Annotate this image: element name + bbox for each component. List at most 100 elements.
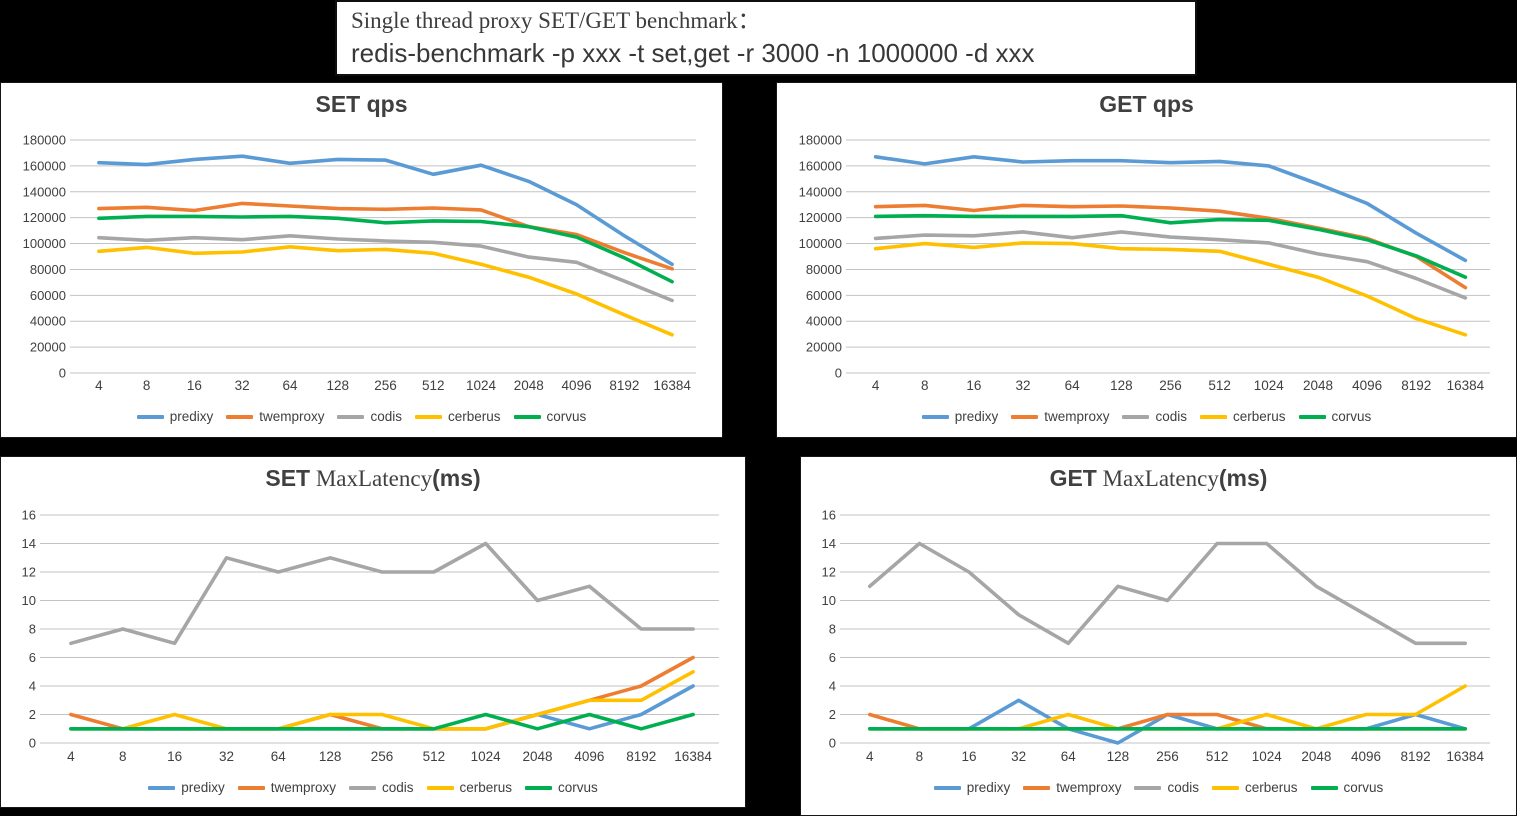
y-axis-tick-label: 2 bbox=[829, 707, 836, 722]
x-axis-tick-label: 8 bbox=[143, 378, 151, 393]
get-maxlatency-legend: predixy twemproxy codis cerberus corvus bbox=[801, 779, 1516, 797]
y-axis-tick-label: 0 bbox=[59, 366, 66, 381]
series-line-corvus bbox=[873, 213, 1468, 279]
series-line-corvus bbox=[69, 712, 695, 731]
y-axis-tick-label: 14 bbox=[822, 536, 836, 551]
y-axis-tick-label: 120000 bbox=[23, 210, 66, 225]
y-axis-tick-label: 60000 bbox=[806, 288, 842, 303]
legend-swatch-predixy bbox=[136, 415, 164, 419]
y-axis-tick-label: 40000 bbox=[806, 314, 842, 329]
legend-label: predixy bbox=[966, 780, 1011, 796]
legend-item-cerberus: cerberus bbox=[415, 410, 501, 424]
legend-swatch-corvus bbox=[1298, 415, 1326, 419]
legend-swatch-twemproxy bbox=[1011, 415, 1039, 419]
series-line-cerberus bbox=[69, 670, 695, 731]
series-line-predixy bbox=[873, 155, 1468, 263]
legend-label: codis bbox=[370, 409, 402, 425]
y-axis-tick-label: 80000 bbox=[806, 262, 842, 277]
legend-swatch-predixy bbox=[933, 786, 961, 790]
legend-item-twemproxy: twemproxy bbox=[237, 781, 336, 795]
legend-item-predixy: predixy bbox=[921, 410, 998, 424]
x-axis-tick-label: 512 bbox=[1208, 378, 1231, 393]
legend-swatch-codis bbox=[348, 786, 376, 790]
y-axis-tick-label: 160000 bbox=[799, 158, 842, 173]
chart-title-text: (ms) bbox=[432, 465, 481, 491]
legend-swatch-cerberus bbox=[1212, 786, 1239, 790]
legend-label: twemproxy bbox=[1056, 780, 1122, 796]
y-axis-tick-label: 2 bbox=[29, 707, 36, 722]
x-axis-tick-label: 16384 bbox=[1447, 378, 1485, 393]
y-axis-tick-label: 100000 bbox=[23, 236, 66, 251]
legend-item-cerberus: cerberus bbox=[1200, 410, 1286, 424]
chart-title-text: MaxLatency bbox=[310, 466, 433, 491]
legend-swatch-codis bbox=[337, 415, 365, 419]
legend-label: codis bbox=[1155, 409, 1187, 425]
y-axis-tick-label: 12 bbox=[822, 565, 836, 580]
y-axis-tick-label: 16 bbox=[822, 508, 836, 523]
x-axis-tick-label: 8 bbox=[921, 378, 929, 393]
x-axis-tick-label: 4 bbox=[95, 378, 103, 393]
x-axis-tick-label: 16 bbox=[187, 378, 202, 393]
y-axis-tick-label: 80000 bbox=[30, 262, 66, 277]
benchmark-title-line1: Single thread proxy SET/GET benchmark： bbox=[351, 8, 761, 33]
y-axis-tick-label: 4 bbox=[829, 679, 836, 694]
legend-swatch-twemproxy bbox=[237, 786, 265, 790]
x-axis-tick-label: 64 bbox=[1065, 378, 1081, 393]
legend-item-corvus: corvus bbox=[1310, 780, 1384, 796]
x-axis-tick-label: 16384 bbox=[653, 378, 691, 393]
x-axis-tick-label: 64 bbox=[282, 378, 298, 393]
y-axis-tick-label: 12 bbox=[22, 565, 36, 580]
get-maxlatency-plot-canvas: 0 2 4 6 8 10 12 14 16 4 8 16 32 64 128 256 512 1024 2048 40… bbox=[822, 508, 1490, 764]
legend-swatch-cerberus bbox=[426, 786, 454, 790]
x-axis-tick-label: 8192 bbox=[609, 378, 639, 393]
y-axis-tick-label: 60000 bbox=[30, 288, 66, 303]
chart-title-text: SET qps bbox=[315, 91, 408, 117]
series-line-predixy bbox=[69, 684, 695, 731]
legend-label: corvus bbox=[1331, 409, 1372, 425]
y-axis-tick-label: 10 bbox=[822, 593, 836, 608]
legend-item-codis: codis bbox=[337, 410, 402, 424]
legend-item-predixy: predixy bbox=[148, 781, 225, 795]
set-qps-plot-canvas: 0 20000 40000 60000 80000 100000 120000 140000 1… bbox=[23, 133, 696, 393]
series-line-predixy bbox=[868, 698, 1468, 745]
y-axis-tick-label: 8 bbox=[29, 622, 36, 637]
legend-item-twemproxy: twemproxy bbox=[226, 410, 324, 424]
series-line-twemproxy bbox=[97, 201, 674, 271]
y-axis-tick-label: 10 bbox=[22, 593, 36, 608]
series-line-corvus bbox=[97, 214, 674, 284]
x-axis-tick-label: 512 bbox=[422, 378, 445, 393]
series-line-codis bbox=[69, 541, 695, 646]
x-axis-tick-label: 128 bbox=[1107, 749, 1130, 764]
x-axis-tick-label: 16 bbox=[167, 749, 182, 764]
legend-label: corvus bbox=[1343, 780, 1384, 796]
x-axis-tick-label: 4096 bbox=[562, 378, 592, 393]
chart-title-text: GET qps bbox=[1099, 91, 1194, 117]
chart-title-text: MaxLatency bbox=[1096, 466, 1219, 491]
x-axis-tick-label: 1024 bbox=[466, 378, 497, 393]
chart-title-get-qps: GET qps bbox=[777, 91, 1516, 118]
x-axis-tick-label: 4096 bbox=[1352, 378, 1382, 393]
x-axis-tick-label: 512 bbox=[423, 749, 446, 764]
x-axis-tick-label: 128 bbox=[1110, 378, 1133, 393]
x-axis-tick-label: 4096 bbox=[574, 749, 604, 764]
legend-label: corvus bbox=[558, 780, 598, 796]
y-axis-tick-label: 0 bbox=[829, 736, 836, 751]
series-line-codis bbox=[868, 541, 1468, 646]
series-line-predixy bbox=[97, 154, 674, 267]
x-axis-tick-label: 32 bbox=[1011, 749, 1026, 764]
legend-item-codis: codis bbox=[1134, 781, 1199, 795]
x-axis-tick-label: 256 bbox=[1156, 749, 1179, 764]
y-axis-tick-label: 100000 bbox=[799, 236, 842, 251]
chart-title-text: (ms) bbox=[1218, 465, 1268, 491]
series-line-codis bbox=[97, 234, 674, 303]
legend-item-twemproxy: twemproxy bbox=[1023, 781, 1121, 795]
y-axis-tick-label: 180000 bbox=[799, 133, 842, 148]
legend-label: predixy bbox=[181, 780, 225, 796]
legend-swatch-corvus bbox=[513, 415, 541, 419]
legend-item-cerberus: cerberus bbox=[1212, 781, 1298, 795]
legend-swatch-predixy bbox=[921, 415, 949, 419]
legend-swatch-corvus bbox=[525, 786, 553, 790]
x-axis-tick-label: 1024 bbox=[1252, 749, 1283, 764]
y-axis-tick-label: 6 bbox=[829, 650, 836, 665]
x-axis-tick-label: 4096 bbox=[1351, 749, 1381, 764]
